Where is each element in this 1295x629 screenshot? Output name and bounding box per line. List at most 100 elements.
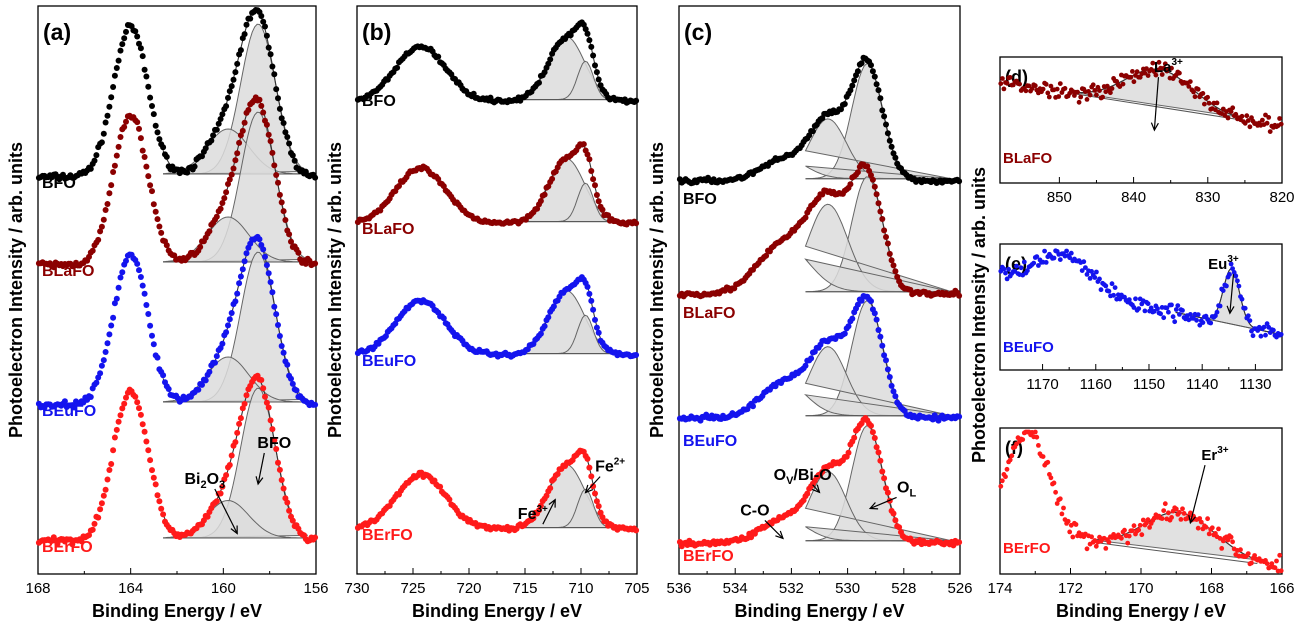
data-point — [276, 105, 283, 112]
data-point — [263, 262, 270, 269]
data-point — [206, 228, 213, 235]
data-point — [1100, 94, 1105, 100]
series-label: BFO — [42, 175, 76, 192]
data-point — [1260, 117, 1265, 123]
data-point — [841, 101, 848, 107]
data-point — [106, 103, 113, 110]
data-point — [1078, 94, 1084, 100]
data-point — [879, 342, 886, 349]
data-point — [1140, 517, 1146, 523]
data-point — [871, 310, 878, 317]
x-tick-label: 534 — [723, 580, 748, 597]
data-point — [1191, 89, 1196, 95]
data-point — [1145, 517, 1151, 523]
annotation-bi2o3: Bi2O3 — [184, 471, 238, 535]
data-point — [156, 223, 163, 230]
data-point — [1142, 308, 1148, 314]
data-point — [868, 62, 874, 69]
annotation-sub: V — [786, 475, 794, 487]
data-point — [841, 330, 848, 337]
data-point — [875, 87, 882, 94]
data-point — [998, 81, 1004, 86]
data-point — [875, 449, 882, 456]
x-tick-label: 170 — [1128, 580, 1153, 597]
data-point — [265, 131, 272, 138]
data-point — [213, 353, 220, 360]
data-point — [1258, 333, 1264, 339]
data-point — [134, 119, 141, 126]
data-point — [269, 289, 276, 296]
annotation-main: Eu — [1208, 256, 1227, 273]
data-point — [1161, 65, 1167, 71]
x-axis-label: Binding Energy / eV — [734, 601, 904, 621]
series-label: BEuFO — [1003, 339, 1054, 356]
data-point — [586, 464, 593, 471]
data-point — [108, 322, 115, 329]
data-point — [1169, 515, 1174, 520]
data-point — [871, 183, 878, 190]
data-point — [1166, 510, 1171, 516]
data-point — [289, 517, 296, 524]
data-point — [1222, 113, 1228, 118]
data-point — [593, 192, 600, 198]
data-point — [1235, 278, 1240, 284]
data-point — [1092, 275, 1098, 280]
annotation-arrow — [585, 476, 601, 494]
data-point — [1051, 255, 1057, 261]
data-point — [136, 125, 142, 132]
data-point — [1109, 281, 1115, 287]
annotation-main: Fe — [595, 459, 614, 476]
data-point — [446, 496, 453, 503]
data-point — [234, 150, 241, 157]
series-BFO: BFO — [354, 19, 640, 110]
data-point — [854, 301, 861, 308]
data-point — [210, 132, 217, 139]
data-point — [121, 35, 128, 42]
data-point — [145, 173, 152, 180]
data-point — [230, 76, 237, 83]
annotation-arrow — [812, 484, 820, 493]
data-point — [554, 471, 561, 477]
data-point — [141, 66, 148, 73]
series-BEuFO: BEuFO — [354, 274, 640, 370]
data-point — [141, 154, 148, 160]
data-point — [1084, 272, 1090, 277]
data-point — [1068, 250, 1074, 256]
data-point — [1067, 255, 1073, 261]
data-point — [1130, 528, 1135, 533]
data-point — [1131, 79, 1137, 85]
data-point — [999, 478, 1005, 484]
y-axis-label: Photoelectron Intensity / arb. units — [6, 142, 26, 438]
annotation-text: Fe3+ — [518, 504, 548, 523]
data-point — [102, 207, 109, 213]
data-point — [1103, 283, 1109, 289]
data-point — [276, 333, 283, 339]
data-point — [586, 156, 593, 163]
data-point — [597, 509, 604, 516]
annotation-main: BFO — [257, 435, 291, 452]
data-point — [1236, 283, 1242, 289]
fit-envelope — [1095, 511, 1258, 561]
data-point — [1126, 533, 1132, 539]
x-tick-label: 160 — [211, 580, 236, 597]
data-point — [1264, 321, 1270, 327]
data-point — [886, 137, 893, 144]
data-point — [1054, 86, 1060, 92]
series-label: BErFO — [362, 527, 413, 544]
data-point — [282, 129, 289, 136]
annotation-text: La3+ — [1154, 57, 1183, 76]
data-point — [282, 217, 289, 223]
data-point — [147, 457, 154, 464]
data-point — [1271, 327, 1276, 333]
data-point — [237, 273, 244, 280]
data-point — [156, 136, 163, 143]
series-label: BLaFO — [1003, 150, 1053, 167]
series-label: BLaFO — [362, 221, 414, 238]
series-BLaFO: BLaFO — [998, 59, 1284, 167]
data-point — [1001, 266, 1007, 272]
data-point — [1192, 94, 1198, 100]
data-point — [213, 126, 220, 133]
data-point — [1036, 263, 1041, 268]
data-point — [1134, 69, 1140, 75]
